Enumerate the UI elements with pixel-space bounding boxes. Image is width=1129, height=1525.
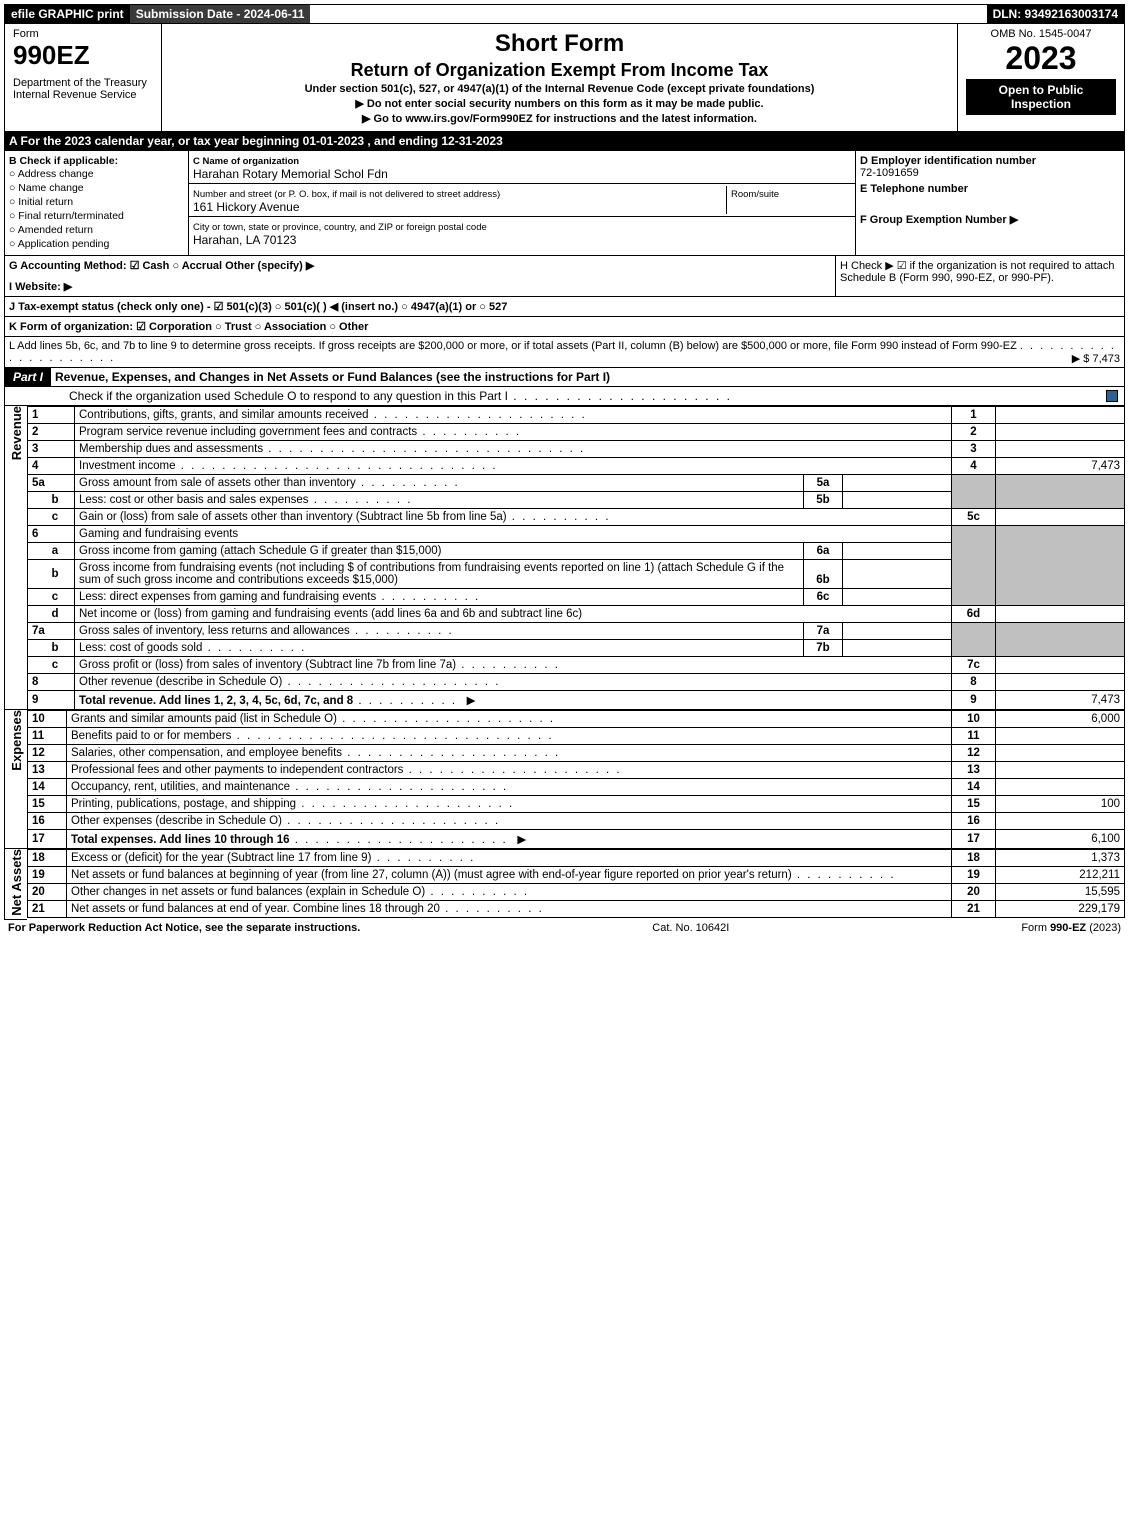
form-label: Form — [13, 28, 153, 40]
part1-checkbox[interactable] — [1106, 390, 1118, 402]
city: Harahan, LA 70123 — [193, 233, 296, 247]
checkbox-list: Address change Name change Initial retur… — [9, 167, 184, 251]
submission-date: Submission Date - 2024-06-11 — [130, 5, 311, 23]
city-label: City or town, state or province, country… — [193, 222, 487, 233]
col-c: C Name of organization Harahan Rotary Me… — [189, 151, 855, 255]
expenses-wrap: Expenses 10Grants and similar amounts pa… — [4, 710, 1125, 849]
room-label: Room/suite — [731, 189, 779, 200]
ein-label: D Employer identification number — [860, 155, 1120, 167]
dept: Department of the Treasury Internal Reve… — [13, 77, 153, 101]
efile-label[interactable]: efile GRAPHIC print — [5, 5, 130, 23]
form-header: Form 990EZ Department of the Treasury In… — [4, 24, 1125, 132]
footer-left: For Paperwork Reduction Act Notice, see … — [8, 922, 360, 934]
line-i: I Website: ▶ — [9, 280, 831, 293]
side-revenue: Revenue — [4, 406, 27, 710]
chk-initial[interactable]: Initial return — [9, 195, 184, 209]
expenses-table: 10Grants and similar amounts paid (list … — [27, 710, 1125, 849]
header-center: Short Form Return of Organization Exempt… — [162, 24, 958, 131]
revenue-table: 1Contributions, gifts, grants, and simil… — [27, 406, 1125, 710]
revenue-wrap: Revenue 1Contributions, gifts, grants, a… — [4, 406, 1125, 710]
part1-header-row: Part I Revenue, Expenses, and Changes in… — [4, 368, 1125, 387]
dln: DLN: 93492163003174 — [987, 5, 1124, 23]
street: 161 Hickory Avenue — [193, 200, 300, 214]
title-short-form: Short Form — [170, 30, 949, 58]
name-label: C Name of organization — [193, 156, 299, 167]
part1-label: Part I — [5, 368, 51, 386]
tel-label: E Telephone number — [860, 183, 1120, 195]
chk-address[interactable]: Address change — [9, 167, 184, 181]
omb: OMB No. 1545-0047 — [966, 28, 1116, 40]
part1-check-row: Check if the organization used Schedule … — [4, 387, 1125, 406]
info-grid: B Check if applicable: Address change Na… — [4, 151, 1125, 256]
side-expenses: Expenses — [4, 710, 27, 849]
line-j: J Tax-exempt status (check only one) - ☑… — [4, 297, 1125, 317]
chk-name[interactable]: Name change — [9, 181, 184, 195]
line-g: G Accounting Method: ☑ Cash ○ Accrual Ot… — [9, 259, 831, 272]
part1-check-text: Check if the organization used Schedule … — [9, 389, 1106, 403]
title-return: Return of Organization Exempt From Incom… — [170, 60, 949, 81]
ein: 72-1091659 — [860, 167, 1120, 179]
chk-amended[interactable]: Amended return — [9, 223, 184, 237]
line-h: H Check ▶ ☑ if the organization is not r… — [836, 256, 1124, 296]
col-b-header: B Check if applicable: — [9, 155, 184, 167]
chk-pending[interactable]: Application pending — [9, 237, 184, 251]
footer-center: Cat. No. 10642I — [652, 922, 729, 934]
tax-year: 2023 — [966, 40, 1116, 77]
top-bar: efile GRAPHIC print Submission Date - 20… — [4, 4, 1125, 24]
form-number: 990EZ — [13, 40, 153, 71]
side-netassets: Net Assets — [4, 849, 27, 920]
group-label: F Group Exemption Number ▶ — [860, 213, 1120, 226]
public-inspection: Open to Public Inspection — [966, 79, 1116, 115]
part1-desc: Revenue, Expenses, and Changes in Net As… — [51, 368, 1124, 386]
chk-final[interactable]: Final return/terminated — [9, 209, 184, 223]
netassets-wrap: Net Assets 18Excess or (deficit) for the… — [4, 849, 1125, 920]
org-name: Harahan Rotary Memorial Schol Fdn — [193, 167, 388, 181]
col-d: D Employer identification number 72-1091… — [855, 151, 1124, 255]
row-a-tax-year: A For the 2023 calendar year, or tax yea… — [4, 132, 1125, 151]
link-instructions[interactable]: ▶ Go to www.irs.gov/Form990EZ for instru… — [170, 112, 949, 125]
footer: For Paperwork Reduction Act Notice, see … — [4, 920, 1125, 936]
subtitle: Under section 501(c), 527, or 4947(a)(1)… — [170, 83, 949, 95]
line-k: K Form of organization: ☑ Corporation ○ … — [4, 317, 1125, 337]
col-b: B Check if applicable: Address change Na… — [5, 151, 189, 255]
section-gh: G Accounting Method: ☑ Cash ○ Accrual Ot… — [4, 256, 1125, 297]
street-label: Number and street (or P. O. box, if mail… — [193, 189, 500, 200]
warning: ▶ Do not enter social security numbers o… — [170, 97, 949, 110]
netassets-table: 18Excess or (deficit) for the year (Subt… — [27, 849, 1125, 918]
line-l: L Add lines 5b, 6c, and 7b to line 9 to … — [4, 337, 1125, 368]
footer-right: Form 990-EZ (2023) — [1021, 922, 1121, 934]
